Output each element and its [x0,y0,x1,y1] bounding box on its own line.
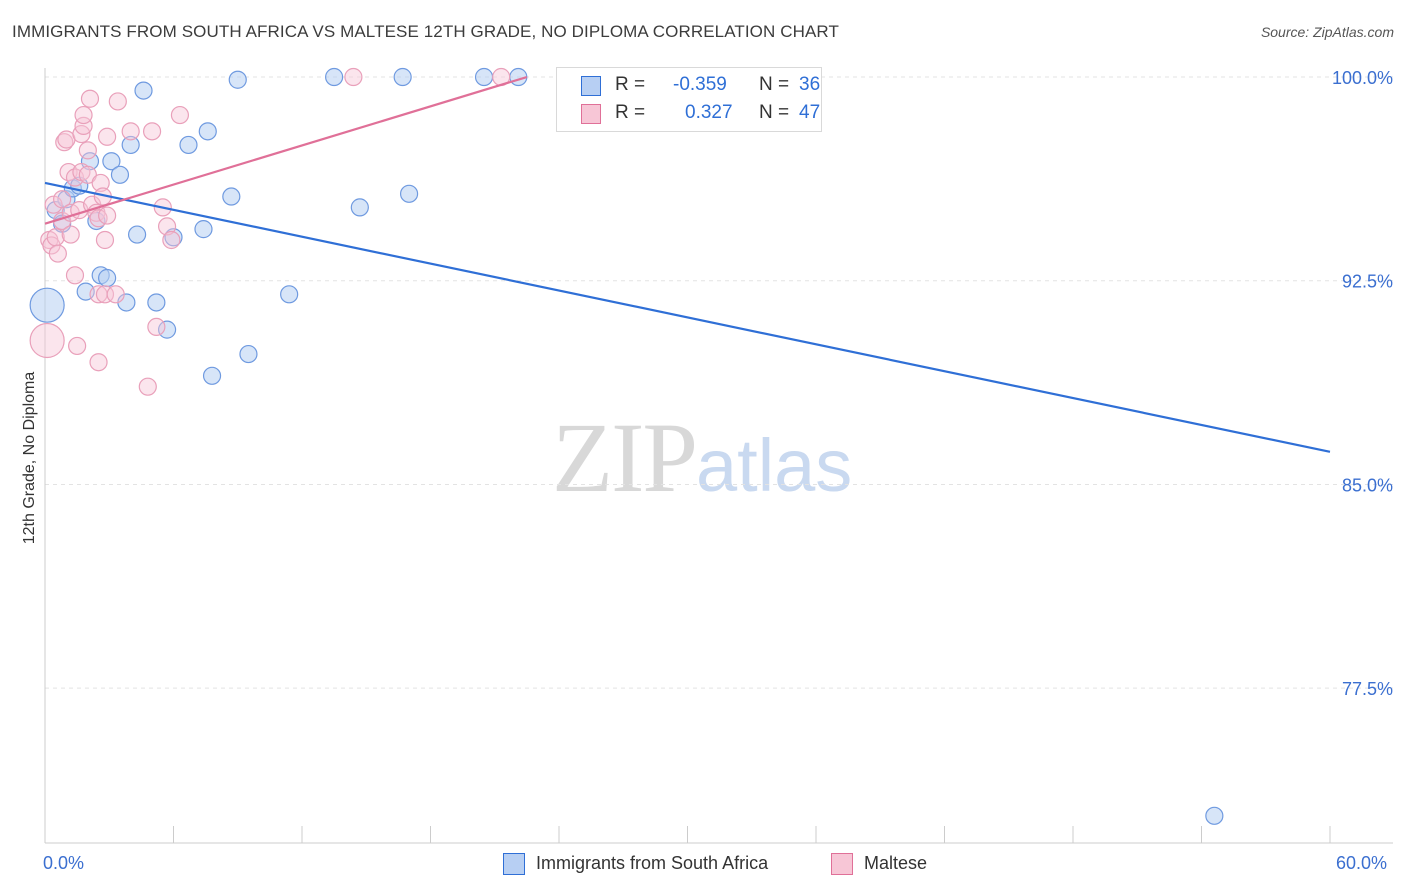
data-point-south-africa [350,198,369,217]
data-point-maltese [121,122,140,141]
stats-swatch-blue [581,76,601,96]
data-point-maltese [61,225,80,244]
y-tick-label: 85.0% [1342,475,1393,495]
stats-n-label: N = [759,74,790,95]
data-point-south-africa [121,135,140,155]
trend-line-south-africa [44,181,1331,453]
y-tick-label: 100.0% [1332,68,1393,88]
data-point-south-africa [202,366,222,385]
data-point-maltese [142,122,162,141]
y-tick-label: 92.5% [1342,272,1393,292]
data-point-south-africa [198,122,217,141]
legend-label-south-africa: Immigrants from South Africa [536,853,769,873]
gridlines [45,76,1393,689]
data-point-maltese [95,230,115,250]
data-point-south-africa [228,70,247,89]
stats-box: R = -0.359 N = 36 R = 0.327 N = 47 [556,67,822,132]
data-point-maltese [344,67,363,87]
data-point-maltese [138,377,157,396]
stats-r-label: R = [615,74,646,95]
data-point-maltese [78,165,97,184]
data-point-maltese [68,336,87,356]
stats-r-value-blue: -0.359 [673,74,727,95]
data-point-maltese [98,206,117,225]
watermark-atlas: atlas [696,424,853,507]
data-point-south-africa [134,81,153,100]
stats-n-value-pink: 47 [799,102,821,123]
data-point-south-africa [194,220,213,239]
data-point-south-africa [127,225,147,244]
data-point-maltese [98,127,117,146]
data-point-maltese [80,89,100,108]
trend-lines [44,75,1331,453]
stats-n-value-blue: 36 [799,74,821,95]
data-point-maltese [65,266,85,285]
data-point-maltese [108,92,127,111]
x-tick-min: 0.0% [43,853,85,873]
y-tick-label: 77.5% [1342,679,1393,699]
data-point-maltese [157,217,177,236]
data-point-south-africa [1205,806,1224,825]
data-point-south-africa [164,228,183,247]
data-point-maltese [170,105,190,125]
data-point-south-africa [147,293,166,312]
data-point-south-africa [325,67,344,87]
data-point-south-africa [157,320,177,339]
data-point-south-africa [474,67,494,87]
data-point-maltese [78,141,97,160]
y-axis-label: 12th Grade, No Diploma [21,371,38,545]
stats-swatch-pink [581,104,601,124]
data-point-south-africa [222,187,241,206]
data-point-maltese [55,133,74,152]
watermark-zip: ZIP [552,402,698,513]
stats-r-value-pink: 0.327 [685,102,733,123]
data-point-maltese [48,244,67,263]
data-point-south-africa [29,287,65,323]
data-point-maltese [89,353,108,372]
data-point-maltese [53,190,72,209]
data-point-maltese [29,322,65,359]
data-point-south-africa [179,135,198,155]
data-point-south-africa [98,268,117,288]
data-point-maltese [162,230,181,250]
data-point-south-africa [110,165,130,184]
x-tick-max: 60.0% [1336,853,1388,873]
trend-line-maltese [44,75,528,225]
data-point-maltese [147,317,166,337]
legend-swatch-blue [503,853,525,875]
data-point-south-africa [239,344,258,364]
data-point-maltese [106,285,125,304]
data-point-south-africa [393,67,412,87]
data-points [29,67,1224,825]
data-point-maltese [91,173,110,193]
chart-source: Source: ZipAtlas.com [1260,24,1394,40]
data-point-maltese [74,105,93,125]
legend-swatch-pink [831,853,853,875]
data-point-south-africa [280,285,299,304]
chart-title: IMMIGRANTS FROM SOUTH AFRICA VS MALTESE … [12,22,839,41]
data-point-south-africa [399,184,419,203]
stats-r-label: R = [615,102,646,123]
watermark: ZIPatlas [552,400,852,515]
data-point-maltese [46,228,65,247]
data-point-south-africa [102,152,121,171]
data-point-maltese [74,116,93,136]
axes [44,68,1393,844]
legend-label-maltese: Maltese [864,853,928,873]
data-point-maltese [95,285,115,304]
stats-n-label: N = [759,102,790,123]
y-tick-labels: 100.0% 92.5% 85.0% 77.5% [1332,68,1393,699]
